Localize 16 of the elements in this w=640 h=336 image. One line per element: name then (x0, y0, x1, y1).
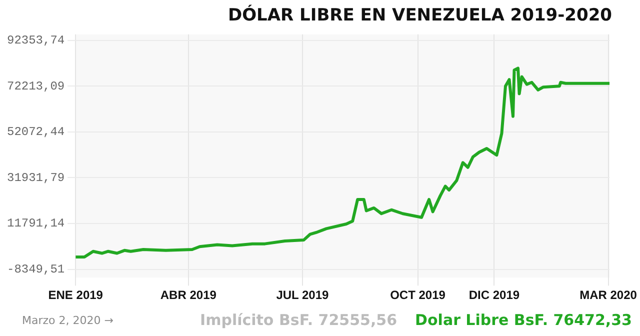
y-tick-label: 11791,14 (7, 216, 65, 231)
x-tick-label: JUL 2019 (276, 288, 330, 302)
y-tick-label: 52072,44 (7, 125, 65, 140)
y-tick-label: 72213,09 (7, 79, 65, 94)
y-tick-label: 92353,74 (7, 34, 65, 48)
x-tick-label: OCT 2019 (390, 288, 446, 302)
y-tick-label: 31931,79 (7, 170, 65, 185)
x-tick-label: ABR 2019 (160, 288, 217, 302)
text: Implícito BsF. 72555,56 (200, 311, 398, 329)
text: Marzo 2, 2020 → (21, 314, 114, 326)
x-tick-label: MAR 2020 (580, 288, 638, 302)
chart-title: DÓLAR LIBRE EN VENEZUELA 2019-2020 (228, 4, 612, 26)
y-tick-label: -8349,51 (7, 262, 65, 276)
x-tick-label: DIC 2019 (468, 288, 520, 302)
x-tick-label: ENE 2019 (48, 288, 104, 302)
text: Dolar Libre BsF. 76472,33 (415, 311, 632, 329)
